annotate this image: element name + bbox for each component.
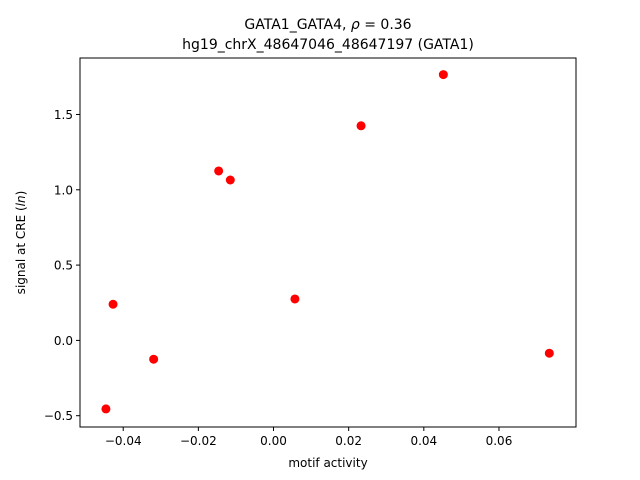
x-tick-label: 0.06: [486, 434, 513, 448]
chart-title-line2: hg19_chrX_48647046_48647197 (GATA1): [182, 37, 474, 53]
x-axis-label: motif activity: [288, 456, 367, 470]
x-tick-label: −0.02: [180, 434, 217, 448]
y-tick-label: 1.0: [54, 183, 73, 197]
plot-frame: [79, 57, 577, 428]
x-tick-label: 0.00: [260, 434, 287, 448]
x-tick-label: 0.04: [410, 434, 437, 448]
data-point: [101, 404, 111, 414]
data-point: [214, 166, 224, 176]
x-axis: −0.04 −0.02 0.00 0.02 0.04 0.06: [105, 427, 513, 448]
y-tick-label: −0.5: [44, 409, 73, 423]
x-tick-label: −0.04: [105, 434, 142, 448]
data-point: [544, 348, 554, 358]
data-point: [438, 70, 448, 80]
data-point: [108, 299, 118, 309]
data-point: [149, 354, 159, 364]
y-tick-label: 0.5: [54, 259, 73, 273]
data-point: [356, 121, 366, 131]
data-point: [290, 294, 300, 304]
y-tick-label: 0.0: [54, 334, 73, 348]
y-tick-label: 1.5: [54, 108, 73, 122]
data-point: [225, 175, 235, 185]
x-tick-label: 0.02: [335, 434, 362, 448]
y-axis-label: signal at CRE (ln): [14, 191, 28, 295]
y-axis: −0.5 0.0 0.5 1.0 1.5: [44, 108, 80, 423]
chart-title-line1: GATA1_GATA4, ρ = 0.36: [244, 17, 411, 33]
data-points: [101, 70, 554, 414]
